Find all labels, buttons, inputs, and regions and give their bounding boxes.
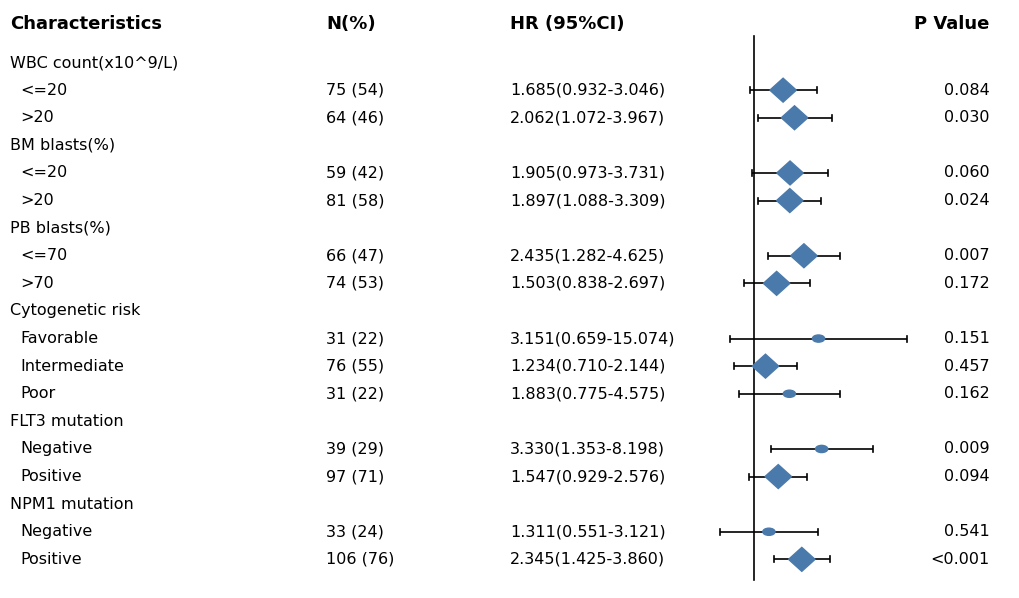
Polygon shape <box>762 271 789 295</box>
Text: 0.030: 0.030 <box>943 110 988 125</box>
Text: 31 (22): 31 (22) <box>326 331 384 346</box>
Text: 1.897(1.088-3.309): 1.897(1.088-3.309) <box>510 193 664 208</box>
Circle shape <box>783 390 795 397</box>
Text: 2.062(1.072-3.967): 2.062(1.072-3.967) <box>510 110 664 125</box>
Text: 33 (24): 33 (24) <box>326 524 384 539</box>
Text: PB blasts(%): PB blasts(%) <box>10 221 111 236</box>
Text: N(%): N(%) <box>326 15 376 33</box>
Polygon shape <box>788 547 814 571</box>
Text: 0.094: 0.094 <box>943 469 988 484</box>
Text: 59 (42): 59 (42) <box>326 166 384 181</box>
Text: 39 (29): 39 (29) <box>326 441 384 456</box>
Text: 2.435(1.282-4.625): 2.435(1.282-4.625) <box>510 248 664 263</box>
Text: 66 (47): 66 (47) <box>326 248 384 263</box>
Text: Positive: Positive <box>20 469 82 484</box>
Polygon shape <box>775 188 802 212</box>
Text: <=20: <=20 <box>20 83 67 97</box>
Text: <0.001: <0.001 <box>929 552 988 567</box>
Polygon shape <box>776 161 803 185</box>
Text: Negative: Negative <box>20 441 93 456</box>
Text: Characteristics: Characteristics <box>10 15 162 33</box>
Text: 0.024: 0.024 <box>943 193 988 208</box>
Polygon shape <box>781 106 807 130</box>
Text: 0.007: 0.007 <box>943 248 988 263</box>
Text: 64 (46): 64 (46) <box>326 110 384 125</box>
Text: 1.685(0.932-3.046): 1.685(0.932-3.046) <box>510 83 664 97</box>
Text: >20: >20 <box>20 110 54 125</box>
Text: 74 (53): 74 (53) <box>326 276 384 291</box>
Text: <=20: <=20 <box>20 166 67 181</box>
Text: BM blasts(%): BM blasts(%) <box>10 138 115 153</box>
Text: 0.172: 0.172 <box>943 276 988 291</box>
Text: Positive: Positive <box>20 552 82 567</box>
Text: 0.151: 0.151 <box>943 331 988 346</box>
Text: <=70: <=70 <box>20 248 67 263</box>
Polygon shape <box>764 465 791 489</box>
Text: WBC count(x10^9/L): WBC count(x10^9/L) <box>10 55 178 70</box>
Text: 31 (22): 31 (22) <box>326 386 384 401</box>
Text: 1.311(0.551-3.121): 1.311(0.551-3.121) <box>510 524 665 539</box>
Circle shape <box>811 335 823 342</box>
Circle shape <box>815 446 827 453</box>
Text: Favorable: Favorable <box>20 331 99 346</box>
Polygon shape <box>769 78 796 102</box>
Text: >70: >70 <box>20 276 54 291</box>
Text: 0.060: 0.060 <box>943 166 988 181</box>
Text: 3.330(1.353-8.198): 3.330(1.353-8.198) <box>510 441 664 456</box>
Text: 97 (71): 97 (71) <box>326 469 384 484</box>
Text: 1.503(0.838-2.697): 1.503(0.838-2.697) <box>510 276 664 291</box>
Text: 1.905(0.973-3.731): 1.905(0.973-3.731) <box>510 166 664 181</box>
Text: P Value: P Value <box>913 15 988 33</box>
Text: 0.541: 0.541 <box>943 524 988 539</box>
Text: 1.234(0.710-2.144): 1.234(0.710-2.144) <box>510 359 664 374</box>
Text: 106 (76): 106 (76) <box>326 552 394 567</box>
Polygon shape <box>790 244 816 268</box>
Text: NPM1 mutation: NPM1 mutation <box>10 497 133 512</box>
Text: FLT3 mutation: FLT3 mutation <box>10 414 123 429</box>
Text: 0.009: 0.009 <box>943 441 988 456</box>
Text: 76 (55): 76 (55) <box>326 359 384 374</box>
Text: >20: >20 <box>20 193 54 208</box>
Text: Poor: Poor <box>20 386 56 401</box>
Text: 0.457: 0.457 <box>943 359 988 374</box>
Text: 1.883(0.775-4.575): 1.883(0.775-4.575) <box>510 386 664 401</box>
Text: 3.151(0.659-15.074): 3.151(0.659-15.074) <box>510 331 675 346</box>
Text: 75 (54): 75 (54) <box>326 83 384 97</box>
Circle shape <box>762 528 774 535</box>
Text: HR (95%CI): HR (95%CI) <box>510 15 624 33</box>
Text: 0.162: 0.162 <box>943 386 988 401</box>
Polygon shape <box>751 354 777 378</box>
Text: 1.547(0.929-2.576): 1.547(0.929-2.576) <box>510 469 664 484</box>
Text: Intermediate: Intermediate <box>20 359 124 374</box>
Text: 0.084: 0.084 <box>943 83 988 97</box>
Text: 2.345(1.425-3.860): 2.345(1.425-3.860) <box>510 552 664 567</box>
Text: 81 (58): 81 (58) <box>326 193 384 208</box>
Text: Negative: Negative <box>20 524 93 539</box>
Text: Cytogenetic risk: Cytogenetic risk <box>10 303 141 319</box>
